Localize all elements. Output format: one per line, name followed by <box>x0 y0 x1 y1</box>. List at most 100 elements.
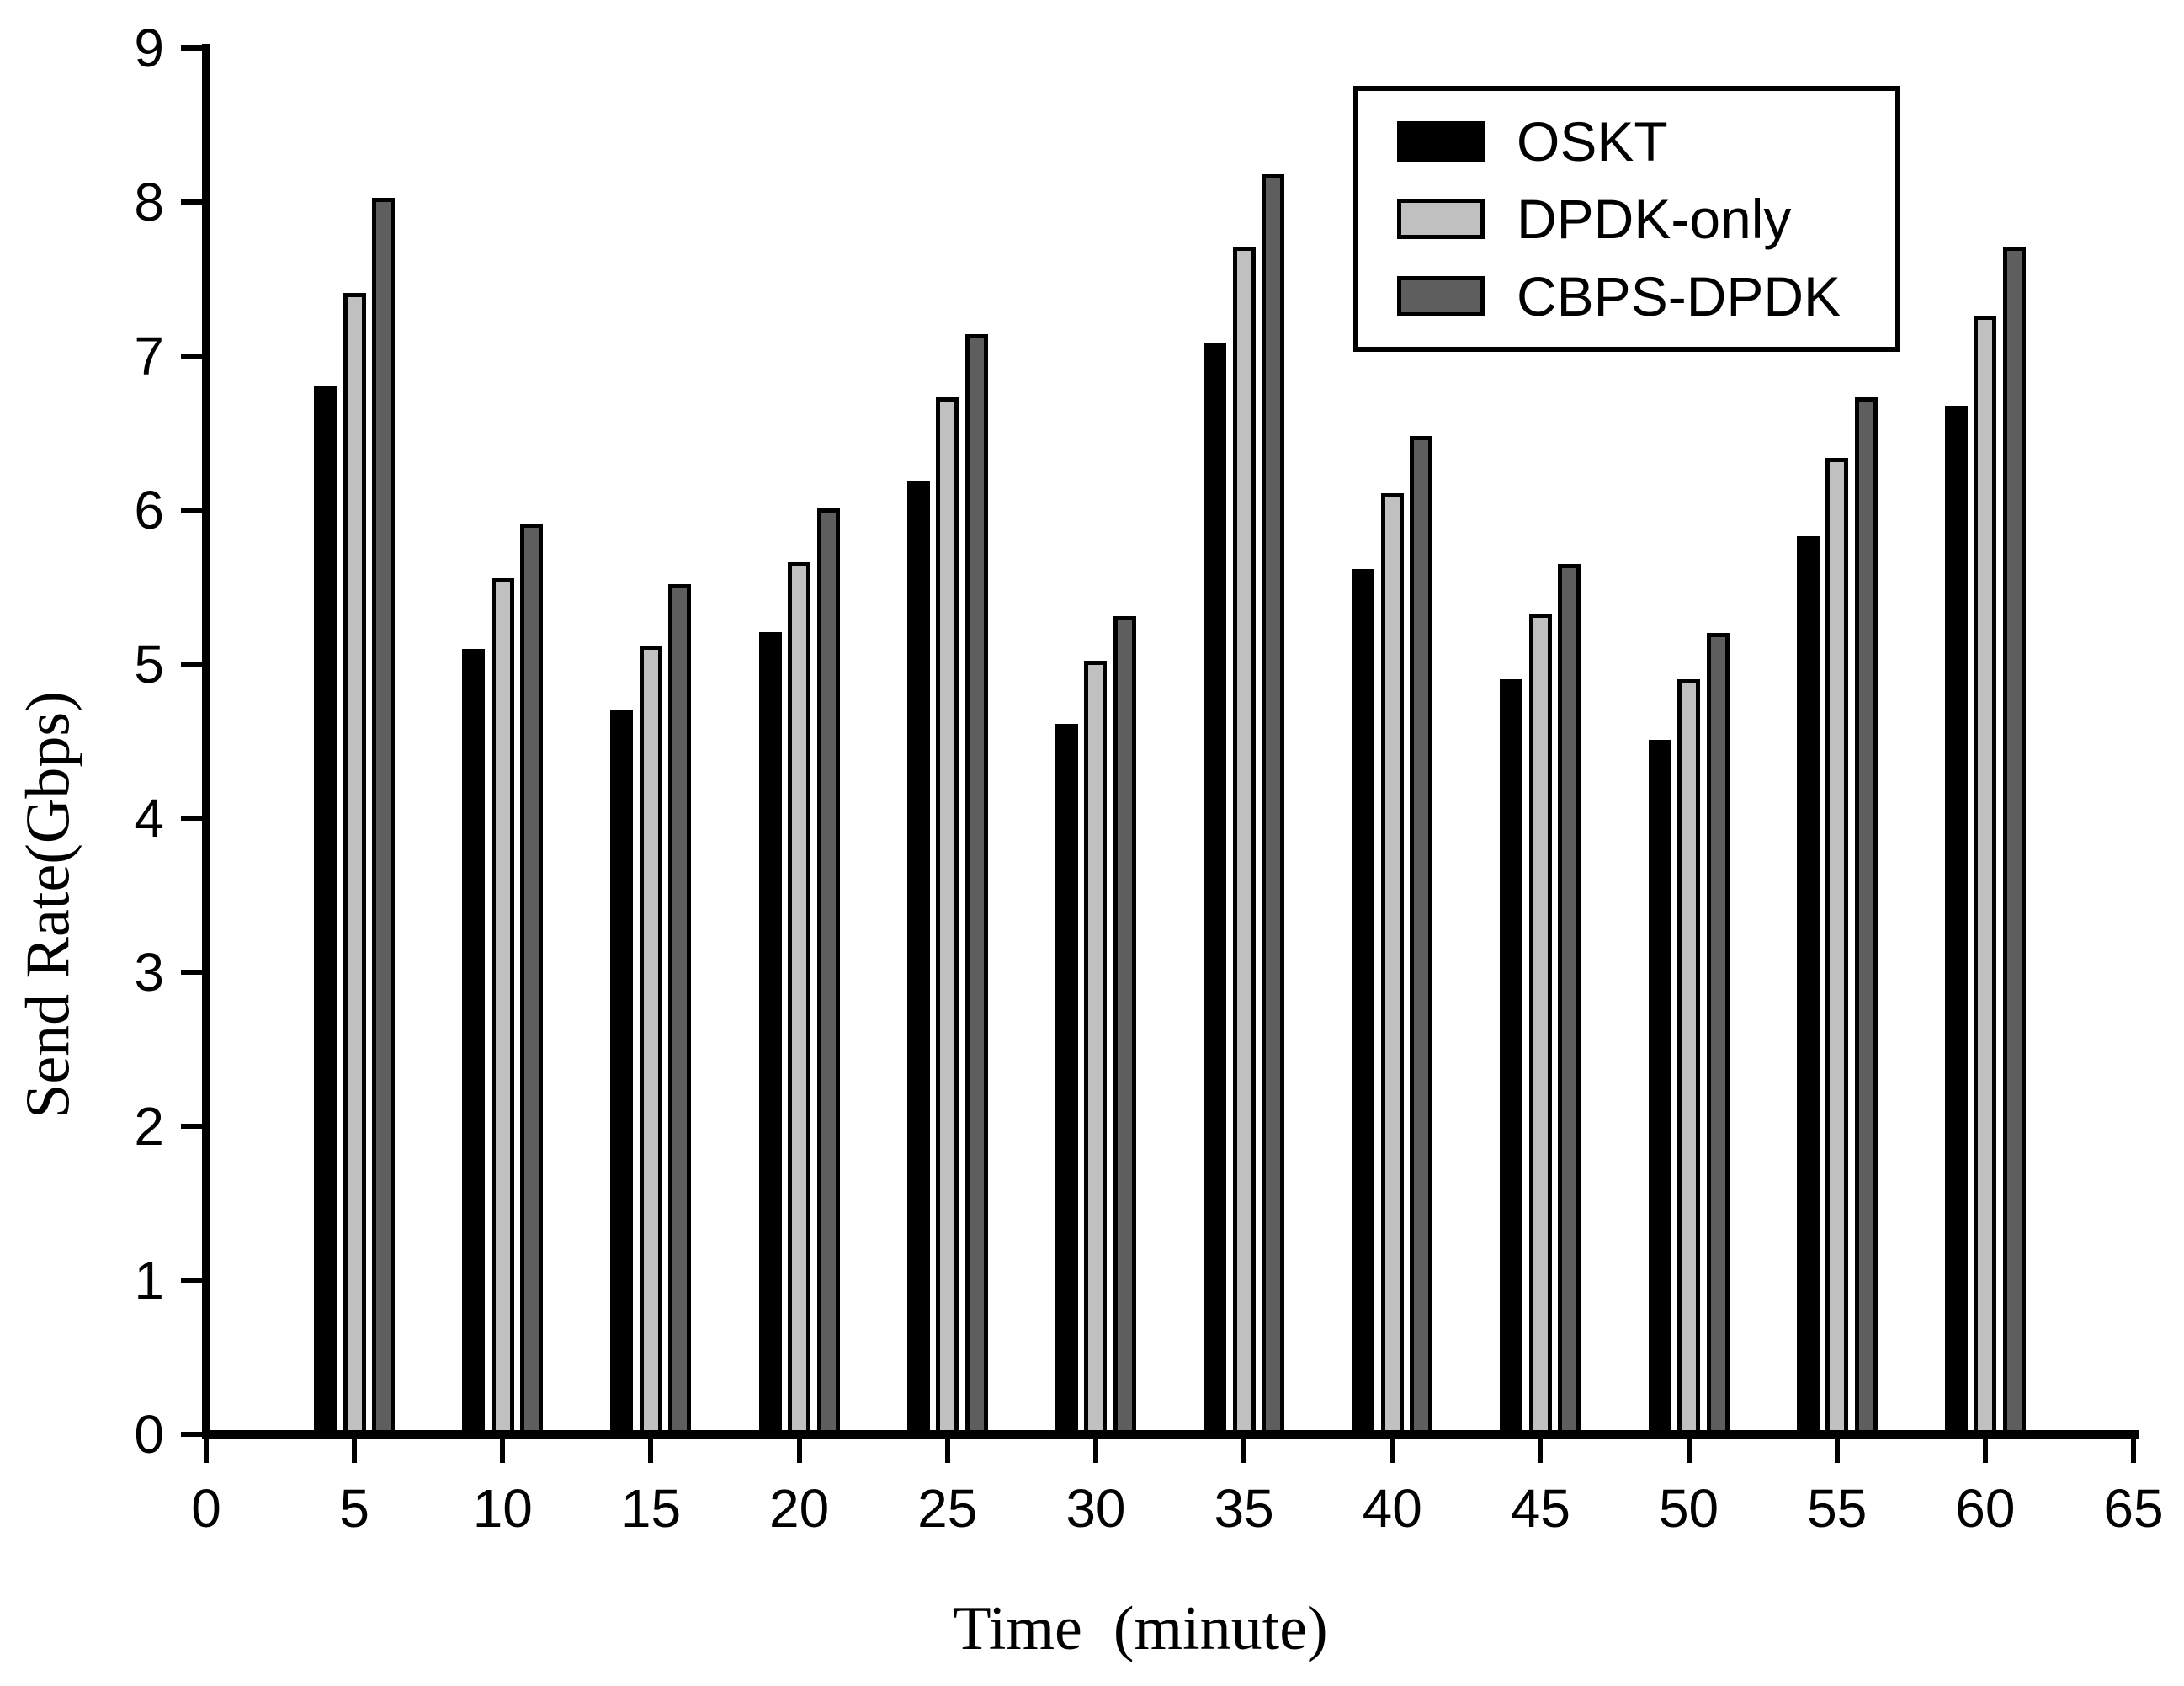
x-tick <box>1686 1434 1692 1463</box>
x-tick <box>2131 1434 2136 1463</box>
legend-swatch-icon <box>1397 121 1485 162</box>
bar <box>1204 342 1227 1434</box>
x-tick <box>944 1434 950 1463</box>
y-tick-label: 3 <box>134 942 164 1003</box>
y-tick-label: 9 <box>134 18 164 78</box>
legend-label: DPDK-only <box>1517 188 1792 250</box>
bar <box>1380 492 1404 1434</box>
bar <box>1796 536 1820 1434</box>
y-axis-line <box>202 44 210 1439</box>
y-tick <box>181 1432 206 1437</box>
x-tick <box>1241 1434 1247 1463</box>
x-axis-title: Time (minute) <box>953 1594 1328 1663</box>
x-tick-label: 60 <box>1955 1478 2016 1539</box>
y-tick-label: 6 <box>134 480 164 540</box>
x-tick <box>796 1434 802 1463</box>
x-tick <box>352 1434 358 1463</box>
bar <box>1113 616 1136 1434</box>
y-tick <box>181 1278 206 1283</box>
x-tick <box>204 1434 209 1463</box>
legend-box: OSKT DPDK-only CBPS-DPDK <box>1353 86 1900 352</box>
x-tick-label: 45 <box>1510 1478 1570 1539</box>
bar <box>2002 247 2026 1434</box>
y-tick <box>181 816 206 821</box>
legend-label: CBPS-DPDK <box>1517 265 1841 327</box>
x-tick-label: 35 <box>1214 1478 1274 1539</box>
bar <box>520 524 544 1434</box>
legend-item: CBPS-DPDK <box>1397 269 1895 324</box>
bar <box>1558 564 1581 1434</box>
x-tick <box>1390 1434 1395 1463</box>
x-tick <box>500 1434 506 1463</box>
bar <box>610 710 634 1434</box>
bar <box>1262 174 1285 1434</box>
bar <box>343 292 366 1434</box>
y-axis-title: Send Rate(Gbps) <box>13 691 83 1119</box>
bar <box>1232 247 1256 1434</box>
x-tick-label: 15 <box>620 1478 682 1539</box>
x-tick-label: 10 <box>472 1478 533 1539</box>
y-tick <box>181 199 206 205</box>
bar <box>1352 568 1375 1434</box>
bar <box>1974 316 1997 1434</box>
x-tick-label: 40 <box>1362 1478 1422 1539</box>
bar <box>1648 739 1671 1434</box>
x-tick-label: 30 <box>1065 1478 1126 1539</box>
legend-item: DPDK-only <box>1397 191 1895 247</box>
bar <box>1084 661 1108 1434</box>
bar <box>462 648 486 1434</box>
bar <box>936 397 959 1434</box>
y-tick <box>181 354 206 359</box>
y-tick <box>181 508 206 513</box>
y-tick <box>181 45 206 51</box>
x-tick <box>1982 1434 1988 1463</box>
y-tick-label: 2 <box>134 1096 164 1157</box>
bar <box>964 334 988 1434</box>
y-tick-label: 8 <box>134 172 164 232</box>
x-tick-label: 20 <box>769 1478 830 1539</box>
bar <box>639 646 662 1434</box>
bar <box>1528 613 1552 1434</box>
y-tick <box>181 662 206 667</box>
bar <box>491 577 514 1434</box>
x-tick-label: 0 <box>191 1478 221 1539</box>
x-tick-label: 65 <box>2103 1478 2164 1539</box>
bar <box>788 562 811 1434</box>
y-tick-label: 7 <box>134 326 164 386</box>
legend-swatch-icon <box>1397 199 1485 239</box>
bar <box>1055 724 1078 1434</box>
x-tick <box>1834 1434 1840 1463</box>
x-tick-label: 5 <box>339 1478 369 1539</box>
x-tick-label: 50 <box>1658 1478 1719 1539</box>
legend-item: OSKT <box>1397 114 1895 169</box>
y-tick-label: 5 <box>134 634 164 694</box>
bar <box>1944 405 1968 1434</box>
x-tick <box>648 1434 654 1463</box>
bar <box>1410 436 1433 1434</box>
x-axis-line <box>202 1430 2139 1439</box>
y-tick <box>181 970 206 975</box>
bar <box>1500 679 1523 1434</box>
bar <box>314 385 337 1434</box>
bar <box>816 508 840 1434</box>
x-tick-label: 25 <box>917 1478 978 1539</box>
bar <box>1854 397 1878 1434</box>
x-tick <box>1092 1434 1098 1463</box>
bar <box>668 583 692 1434</box>
bar <box>372 197 396 1434</box>
bar <box>1677 679 1701 1434</box>
legend-swatch-icon <box>1397 276 1485 316</box>
bar <box>1825 457 1849 1434</box>
y-tick-label: 1 <box>134 1250 164 1311</box>
y-tick-label: 0 <box>134 1404 164 1465</box>
x-tick <box>1538 1434 1544 1463</box>
y-tick <box>181 1124 206 1129</box>
y-tick-label: 4 <box>134 788 164 848</box>
x-tick-label: 55 <box>1807 1478 1868 1539</box>
bar <box>1706 633 1730 1434</box>
legend-label: OSKT <box>1517 110 1668 173</box>
bar <box>758 631 782 1434</box>
bar <box>906 481 930 1434</box>
